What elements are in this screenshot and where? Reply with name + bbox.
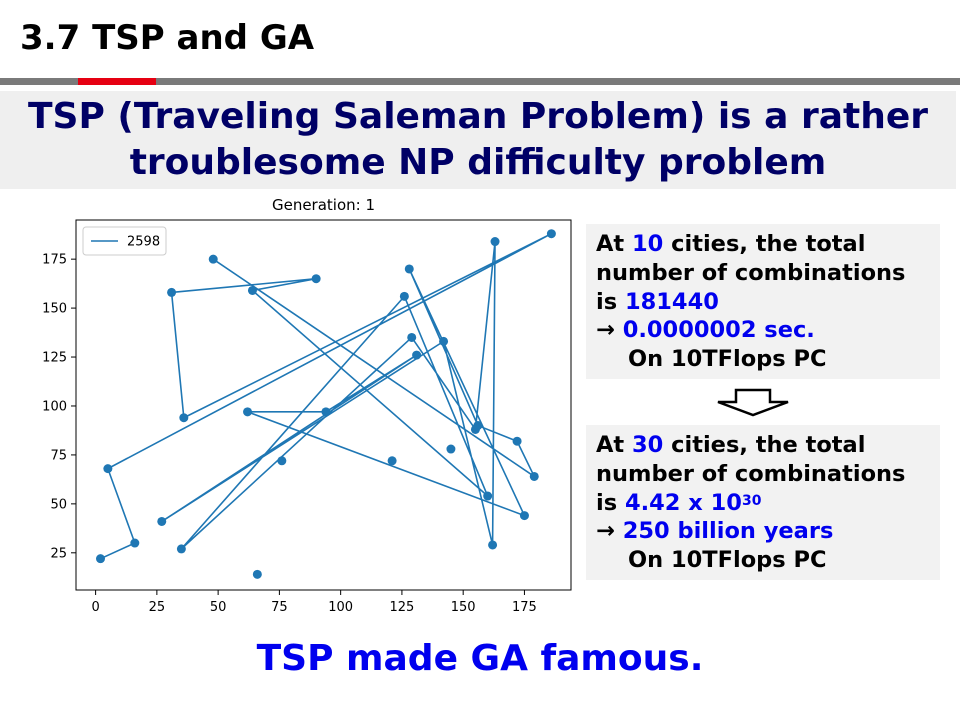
info-bottom-text: cities, the total: [663, 432, 866, 458]
title-divider-accent: [78, 78, 156, 85]
legend-label: 2598: [127, 235, 160, 250]
chart-title: Generation: 1: [272, 196, 375, 214]
legend-box: [82, 226, 167, 256]
info-bottom-combinations: 4.42 x 10: [624, 489, 742, 516]
city-point: [446, 444, 456, 454]
tsp-chart: Generation: 1 0 25 50 75 100 125 150 175 25 50 75 10…: [20, 192, 580, 622]
info-top-line-4: → 0.0000002 sec.: [596, 316, 930, 345]
right-arrow-icon: →: [596, 317, 623, 344]
info-bottom-text: At: [596, 432, 633, 458]
city-point: [512, 436, 522, 446]
title-divider: [0, 78, 960, 85]
y-tick-label: 100: [42, 399, 67, 414]
headline-line-2: troublesome NP difficulty problem: [129, 142, 827, 183]
info-top-time: 0.0000002 sec.: [622, 317, 815, 344]
x-tick-label: 0: [91, 600, 99, 615]
info-box-10-cities: At 10 cities, the total number of combin…: [586, 224, 940, 379]
city-point: [387, 456, 397, 466]
y-tick-label: 25: [50, 546, 67, 561]
y-tick-label: 175: [42, 253, 67, 268]
info-top-line-1: At 10 cities, the total: [596, 230, 930, 259]
info-bottom-line-5: On 10TFlops PC: [628, 547, 827, 574]
info-bottom-line-4: → 250 billion years: [596, 517, 930, 546]
city-point: [473, 421, 483, 431]
info-bottom-text: is: [596, 489, 625, 516]
info-top-combinations: 181440: [624, 288, 719, 315]
info-top-city-count: 10: [632, 231, 664, 257]
x-tick-label: 100: [328, 600, 353, 615]
city-point: [490, 237, 500, 247]
y-tick-label: 75: [50, 448, 67, 463]
city-point: [412, 350, 422, 360]
city-point: [247, 285, 257, 295]
city-point: [311, 274, 321, 284]
city-point: [321, 407, 331, 417]
footer-text: TSP made GA famous.: [256, 638, 704, 679]
info-top-line-2: number of combinations: [596, 259, 906, 286]
info-bottom-exponent: 30: [741, 492, 762, 509]
plot-frame: [75, 219, 572, 591]
info-box-30-cities: At 30 cities, the total number of combin…: [586, 425, 940, 580]
city-point: [176, 544, 186, 554]
down-arrow-icon: [717, 388, 789, 417]
x-tick-label: 125: [390, 600, 415, 615]
city-point: [103, 464, 113, 474]
city-point: [208, 254, 218, 264]
city-point: [529, 471, 539, 481]
info-bottom-line-3: is 4.42 x 1030: [596, 489, 930, 518]
tsp-chart-svg: Generation: 1 0 25 50 75 100 125 150 175 25 50 75 10…: [42, 196, 572, 615]
info-top-text: is: [596, 288, 625, 315]
city-point: [157, 516, 167, 526]
y-tick-label: 150: [42, 302, 67, 317]
slide-title: 3.7 TSP and GA: [20, 18, 315, 58]
city-point: [167, 287, 177, 297]
y-tick-label: 125: [42, 351, 67, 366]
y-tick-label: 50: [50, 497, 67, 512]
headline-box: TSP (Traveling Saleman Problem) is a rat…: [0, 91, 956, 189]
x-tick-label: 75: [271, 600, 288, 615]
city-point: [179, 413, 189, 423]
info-bottom-city-count: 30: [632, 432, 664, 458]
city-point: [439, 336, 449, 346]
info-top-line-3: is 181440: [596, 288, 930, 317]
info-bottom-line-1: At 30 cities, the total: [596, 431, 930, 460]
info-top-line-5: On 10TFlops PC: [628, 346, 827, 373]
x-tick-label: 50: [210, 600, 227, 615]
city-point: [277, 456, 287, 466]
city-point: [96, 554, 106, 564]
city-point: [546, 229, 556, 239]
city-point: [399, 291, 409, 301]
city-point: [243, 407, 253, 417]
headline-line-1: TSP (Traveling Saleman Problem) is a rat…: [27, 96, 929, 137]
right-arrow-icon: →: [596, 518, 623, 545]
info-top-text: At: [596, 231, 633, 257]
city-point: [130, 538, 140, 548]
info-bottom-time: 250 billion years: [622, 518, 834, 545]
headline: TSP (Traveling Saleman Problem) is a rat…: [28, 94, 928, 186]
x-tick-label: 25: [149, 600, 166, 615]
city-point: [519, 511, 529, 521]
city-point: [488, 540, 498, 550]
city-point: [252, 569, 262, 579]
city-point: [407, 332, 417, 342]
info-bottom-line-2: number of combinations: [596, 460, 906, 487]
info-top-text: cities, the total: [663, 231, 866, 257]
tour-path-line: [100, 232, 553, 560]
x-tick-label: 150: [451, 600, 476, 615]
city-point: [404, 264, 414, 274]
city-point: [483, 491, 493, 501]
x-tick-label: 175: [512, 600, 537, 615]
